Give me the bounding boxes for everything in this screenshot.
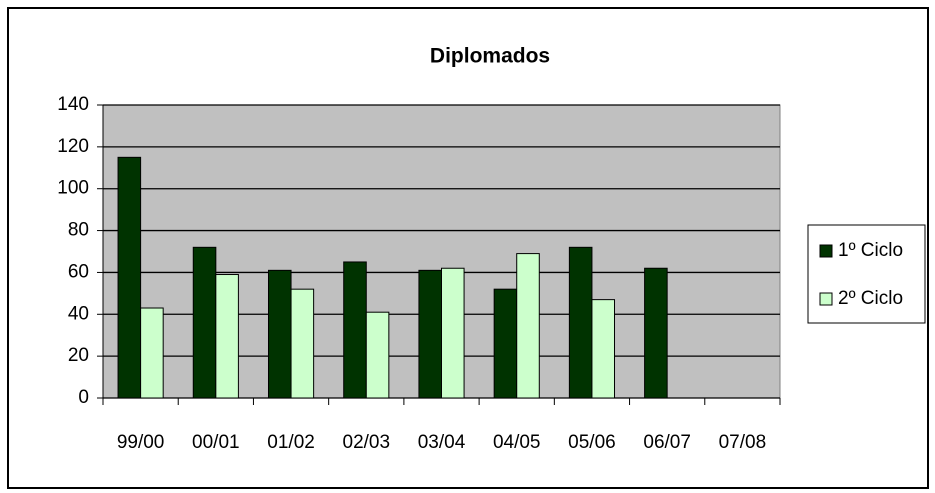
x-tick-label: 06/07 xyxy=(643,432,691,453)
x-tick-label: 02/03 xyxy=(343,432,391,453)
bar xyxy=(644,267,668,399)
bar xyxy=(192,246,217,399)
bar xyxy=(493,288,518,399)
legend-box xyxy=(807,224,926,324)
bar xyxy=(441,267,465,399)
bar xyxy=(267,269,292,399)
x-tick-label: 04/05 xyxy=(493,432,541,453)
x-tick-label: 03/04 xyxy=(418,432,466,453)
y-tick-label: 100 xyxy=(57,178,89,199)
bar xyxy=(140,307,164,399)
bar xyxy=(516,253,540,399)
bar xyxy=(117,156,142,399)
bar xyxy=(215,274,239,399)
y-tick-label: 60 xyxy=(68,261,89,282)
y-tick-label: 20 xyxy=(68,345,89,366)
y-tick-label: 120 xyxy=(57,136,89,157)
x-tick-label: 00/01 xyxy=(192,432,240,453)
legend-label: 2º Ciclo xyxy=(838,288,903,309)
chart-title: Diplomados xyxy=(430,45,550,68)
legend-swatch xyxy=(819,292,833,306)
x-tick-label: 99/00 xyxy=(117,432,165,453)
x-tick-label: 07/08 xyxy=(719,432,767,453)
bar xyxy=(418,269,442,399)
y-tick-label: 0 xyxy=(78,387,89,408)
x-tick-label: 01/02 xyxy=(267,432,315,453)
y-tick-label: 40 xyxy=(68,303,89,324)
bar xyxy=(568,246,593,399)
bar xyxy=(290,288,315,399)
x-tick-label: 05/06 xyxy=(568,432,616,453)
bar xyxy=(365,311,390,399)
bar xyxy=(343,261,367,399)
y-tick-label: 80 xyxy=(68,220,89,241)
legend-swatch xyxy=(819,244,833,258)
bar xyxy=(591,299,616,399)
y-tick-label: 140 xyxy=(57,94,89,115)
legend-label: 1º Ciclo xyxy=(838,240,903,261)
